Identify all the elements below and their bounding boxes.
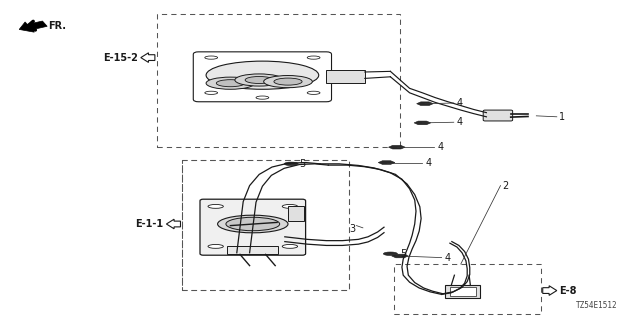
Bar: [450, 287, 476, 296]
Text: 5: 5: [401, 249, 407, 259]
Text: 4: 4: [445, 252, 451, 263]
Polygon shape: [392, 254, 408, 258]
Ellipse shape: [245, 76, 273, 84]
Text: 1: 1: [559, 112, 565, 122]
Bar: [227, 246, 278, 254]
Ellipse shape: [226, 217, 280, 231]
Text: E-15-2: E-15-2: [103, 52, 138, 63]
Bar: [394, 264, 541, 314]
Text: 4: 4: [426, 157, 432, 168]
Ellipse shape: [307, 56, 320, 59]
FancyArrow shape: [19, 21, 47, 32]
Bar: [157, 14, 400, 147]
Ellipse shape: [256, 96, 269, 99]
Polygon shape: [388, 145, 405, 149]
Ellipse shape: [307, 91, 320, 94]
Ellipse shape: [383, 252, 397, 255]
FancyBboxPatch shape: [483, 110, 513, 121]
Text: FR.: FR.: [48, 21, 66, 31]
Ellipse shape: [205, 91, 218, 94]
Polygon shape: [378, 161, 395, 164]
Text: E-1-1: E-1-1: [135, 219, 163, 229]
Ellipse shape: [284, 162, 298, 166]
Text: 2: 2: [502, 180, 509, 191]
Ellipse shape: [205, 56, 218, 59]
Ellipse shape: [282, 244, 298, 248]
Bar: [182, 160, 349, 290]
Ellipse shape: [216, 80, 244, 87]
Ellipse shape: [206, 77, 255, 89]
Ellipse shape: [282, 204, 298, 208]
FancyBboxPatch shape: [200, 199, 306, 255]
Bar: [326, 70, 365, 83]
FancyArrow shape: [166, 219, 180, 229]
Text: 4: 4: [457, 98, 463, 108]
Text: E-8: E-8: [559, 285, 577, 296]
Text: 4: 4: [437, 142, 444, 152]
Text: 3: 3: [349, 224, 355, 235]
Polygon shape: [414, 121, 431, 125]
Bar: [445, 285, 480, 298]
Text: TZ54E1512: TZ54E1512: [576, 301, 618, 310]
Ellipse shape: [235, 74, 284, 86]
Bar: [288, 206, 304, 221]
FancyArrow shape: [543, 286, 557, 295]
Text: 4: 4: [457, 117, 463, 127]
Ellipse shape: [218, 215, 288, 233]
Ellipse shape: [274, 78, 302, 85]
Text: 5: 5: [300, 159, 306, 169]
Polygon shape: [417, 102, 433, 106]
Ellipse shape: [264, 76, 312, 88]
Ellipse shape: [208, 244, 223, 248]
FancyArrow shape: [141, 53, 155, 62]
Bar: [182, 160, 349, 290]
Ellipse shape: [208, 204, 223, 208]
Ellipse shape: [206, 61, 319, 89]
